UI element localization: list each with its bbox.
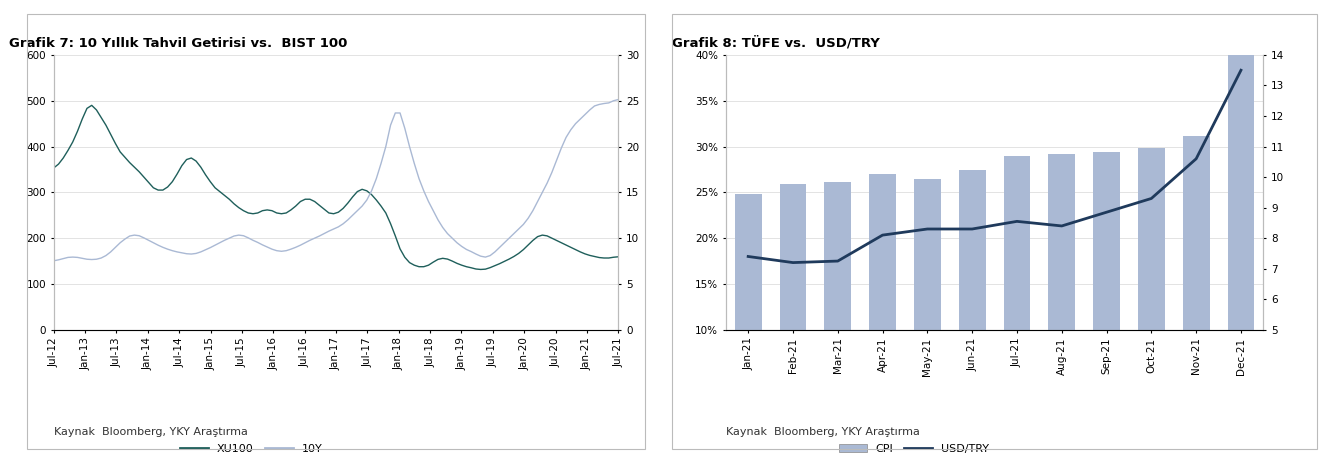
Bar xyxy=(914,179,941,330)
Bar xyxy=(735,194,762,330)
Legend: CPI, USD/TRY: CPI, USD/TRY xyxy=(835,440,993,458)
Legend: XU100, 10Y: XU100, 10Y xyxy=(176,440,327,458)
Bar xyxy=(1048,154,1075,330)
Text: Grafik 8: TÜFE vs.  USD/TRY: Grafik 8: TÜFE vs. USD/TRY xyxy=(672,36,880,49)
Bar xyxy=(1183,136,1210,330)
Text: Kaynak  Bloomberg, YKY Araştırma: Kaynak Bloomberg, YKY Araştırma xyxy=(726,427,919,437)
Bar xyxy=(1138,148,1165,330)
Bar xyxy=(870,174,896,330)
Bar xyxy=(1093,152,1120,330)
Text: Grafik 7: 10 Yıllık Tahvil Getirisi vs.  BIST 100: Grafik 7: 10 Yıllık Tahvil Getirisi vs. … xyxy=(8,37,347,49)
Bar xyxy=(824,182,851,330)
Bar xyxy=(958,170,985,330)
Bar xyxy=(780,184,806,330)
Bar xyxy=(1004,156,1031,330)
Bar xyxy=(1227,0,1254,330)
Text: Kaynak  Bloomberg, YKY Araştırma: Kaynak Bloomberg, YKY Araştırma xyxy=(54,427,247,437)
